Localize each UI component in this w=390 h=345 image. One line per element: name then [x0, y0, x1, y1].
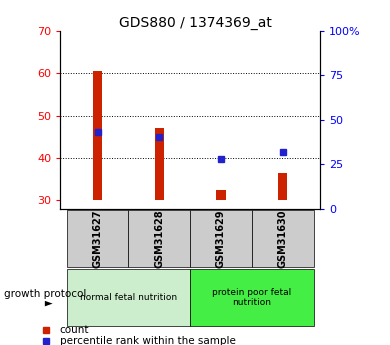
Text: protein poor fetal
nutrition: protein poor fetal nutrition [212, 288, 291, 307]
Text: GSM31630: GSM31630 [278, 210, 288, 268]
Text: GSM31627: GSM31627 [92, 210, 103, 268]
Bar [278, 173, 287, 200]
Bar [190, 269, 314, 326]
Text: GSM31629: GSM31629 [216, 210, 226, 268]
Bar [67, 269, 190, 326]
Text: count: count [60, 325, 89, 335]
Polygon shape [45, 301, 53, 306]
Bar [67, 210, 128, 267]
Text: percentile rank within the sample: percentile rank within the sample [60, 336, 236, 345]
Bar [93, 71, 102, 200]
Bar [252, 210, 314, 267]
Text: growth protocol: growth protocol [4, 289, 86, 299]
Text: normal fetal nutrition: normal fetal nutrition [80, 293, 177, 302]
Bar [216, 190, 226, 200]
Bar [154, 128, 164, 200]
Text: GSM31628: GSM31628 [154, 210, 164, 268]
Bar [190, 210, 252, 267]
Bar [128, 210, 190, 267]
Text: GDS880 / 1374369_at: GDS880 / 1374369_at [119, 16, 271, 30]
